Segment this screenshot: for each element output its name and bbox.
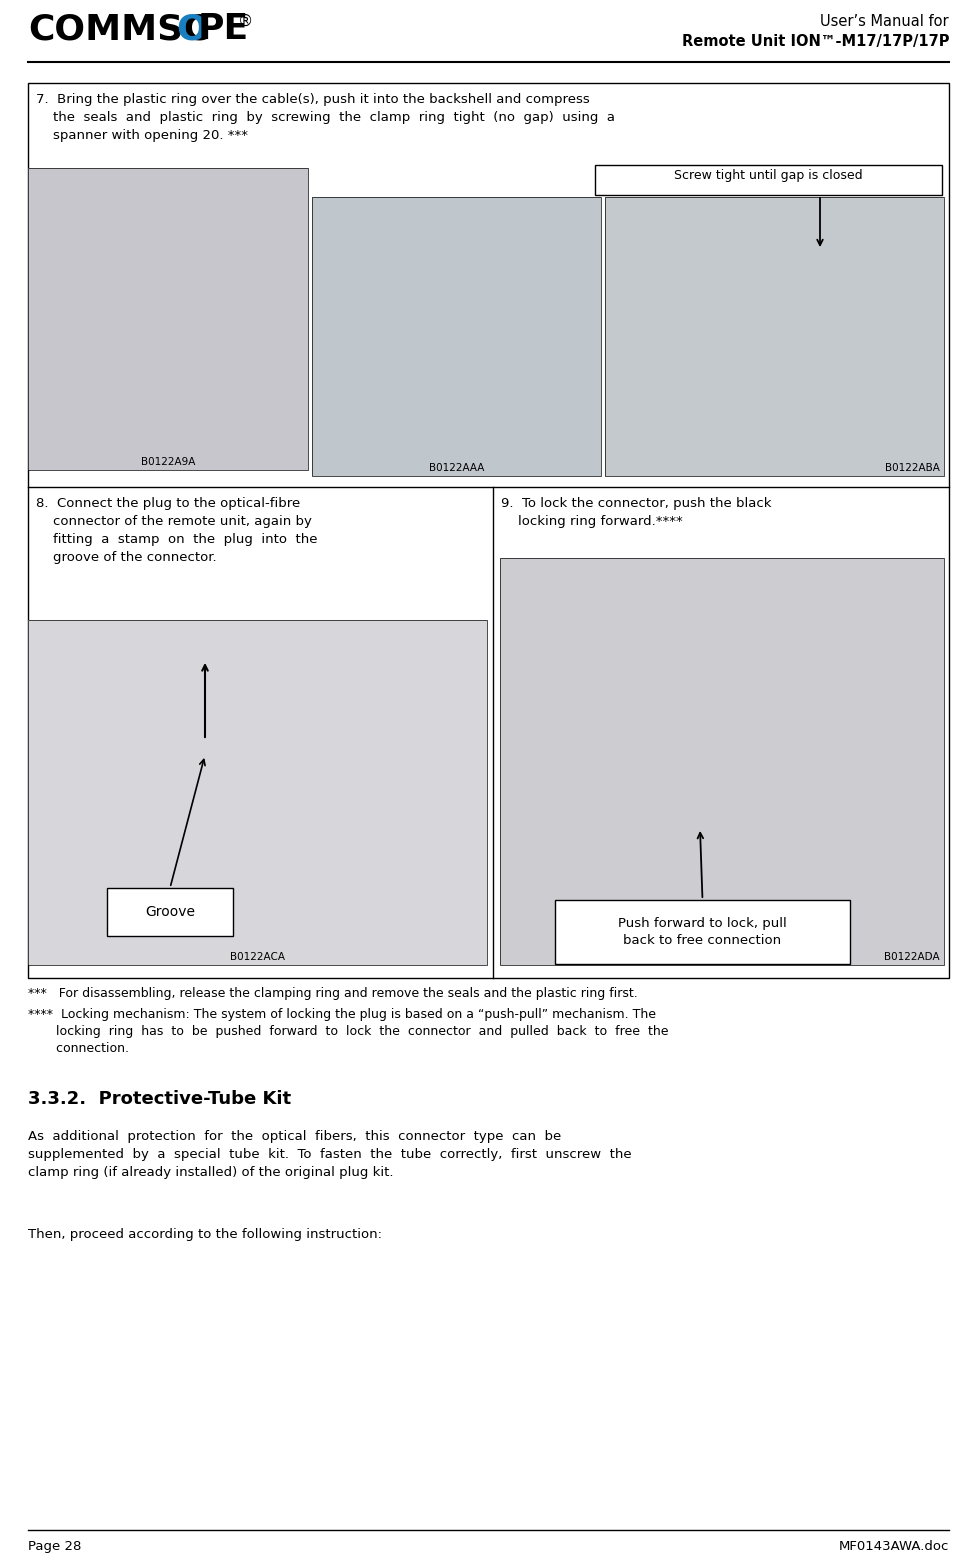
Text: B0122A9A: B0122A9A <box>141 458 195 467</box>
Text: B0122ABA: B0122ABA <box>885 462 940 473</box>
Bar <box>28 83 949 978</box>
Bar <box>107 888 233 935</box>
Text: O: O <box>176 13 207 45</box>
Bar <box>28 168 308 470</box>
Text: the  seals  and  plastic  ring  by  screwing  the  clamp  ring  tight  (no  gap): the seals and plastic ring by screwing t… <box>36 111 615 124</box>
Text: locking ring forward.****: locking ring forward.**** <box>501 516 683 528</box>
Bar <box>555 899 850 964</box>
Text: MF0143AWA.doc: MF0143AWA.doc <box>838 1540 949 1553</box>
Text: clamp ring (if already installed) of the original plug kit.: clamp ring (if already installed) of the… <box>28 1166 394 1178</box>
Bar <box>28 621 487 965</box>
Text: Page 28: Page 28 <box>28 1540 81 1553</box>
Bar <box>500 558 944 965</box>
Text: 7.  Bring the plastic ring over the cable(s), push it into the backshell and com: 7. Bring the plastic ring over the cable… <box>36 92 590 107</box>
Text: COMMSC: COMMSC <box>28 13 210 45</box>
Text: ****  Locking mechanism: The system of locking the plug is based on a “push-pull: **** Locking mechanism: The system of lo… <box>28 1008 656 1022</box>
Text: connection.: connection. <box>28 1042 129 1055</box>
Text: 8.  Connect the plug to the optical-fibre: 8. Connect the plug to the optical-fibre <box>36 497 300 509</box>
Bar <box>595 165 942 194</box>
Text: Groove: Groove <box>145 906 195 918</box>
Text: As  additional  protection  for  the  optical  fibers,  this  connector  type  c: As additional protection for the optical… <box>28 1130 561 1142</box>
Text: fitting  a  stamp  on  the  plug  into  the: fitting a stamp on the plug into the <box>36 533 318 545</box>
Text: B0122ACA: B0122ACA <box>230 953 285 962</box>
Text: 9.  To lock the connector, push the black: 9. To lock the connector, push the black <box>501 497 772 509</box>
Bar <box>312 197 601 476</box>
Text: connector of the remote unit, again by: connector of the remote unit, again by <box>36 516 312 528</box>
Text: Then, proceed according to the following instruction:: Then, proceed according to the following… <box>28 1229 382 1241</box>
Text: spanner with opening 20. ***: spanner with opening 20. *** <box>36 128 248 143</box>
Text: B0122AAA: B0122AAA <box>429 462 485 473</box>
Text: groove of the connector.: groove of the connector. <box>36 552 217 564</box>
Text: ***   For disassembling, release the clamping ring and remove the seals and the : *** For disassembling, release the clamp… <box>28 987 638 1000</box>
Bar <box>605 197 944 476</box>
Text: Push forward to lock, pull
back to free connection: Push forward to lock, pull back to free … <box>618 917 786 948</box>
Text: PE: PE <box>198 13 249 45</box>
Text: User’s Manual for: User’s Manual for <box>821 14 949 30</box>
Text: supplemented  by  a  special  tube  kit.  To  fasten  the  tube  correctly,  fir: supplemented by a special tube kit. To f… <box>28 1149 631 1161</box>
Text: ®: ® <box>238 14 253 30</box>
Text: Remote Unit ION™-M17/17P/17P: Remote Unit ION™-M17/17P/17P <box>682 34 949 49</box>
Text: Screw tight until gap is closed: Screw tight until gap is closed <box>674 169 863 182</box>
Text: locking  ring  has  to  be  pushed  forward  to  lock  the  connector  and  pull: locking ring has to be pushed forward to… <box>28 1025 668 1037</box>
Text: 3.3.2.  Protective-Tube Kit: 3.3.2. Protective-Tube Kit <box>28 1091 291 1108</box>
Text: B0122ADA: B0122ADA <box>884 953 940 962</box>
